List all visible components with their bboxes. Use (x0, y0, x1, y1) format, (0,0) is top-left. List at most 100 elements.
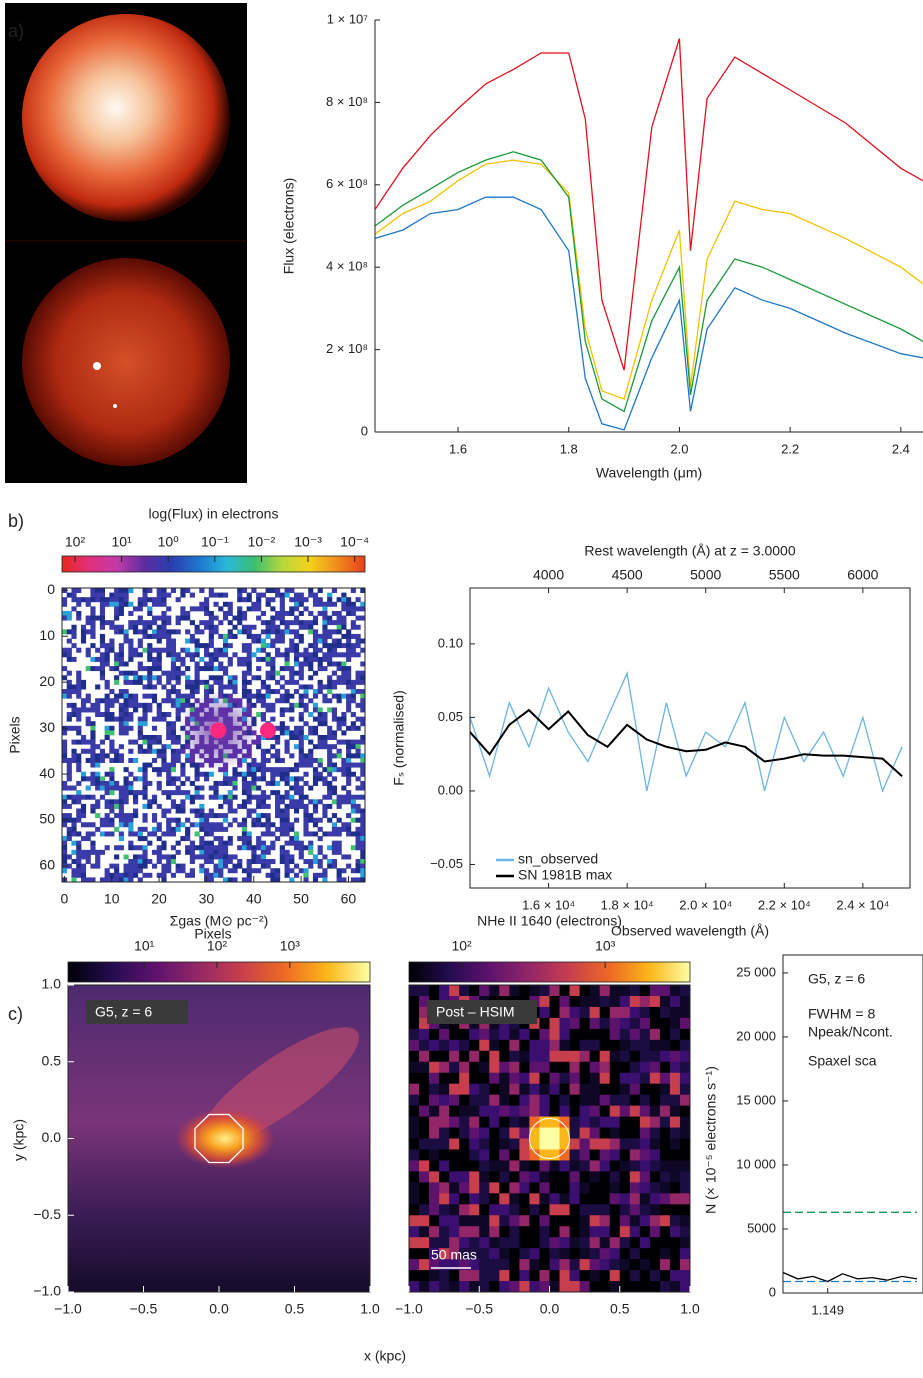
heatmap-cell (275, 771, 281, 777)
heatmap-cell (218, 661, 224, 667)
heatmap-cell (99, 831, 106, 837)
heatmap-cell (569, 995, 581, 1008)
heatmap-cell (312, 730, 319, 736)
heatmap-cell (293, 592, 300, 598)
heatmap-cell (260, 629, 266, 635)
heatmap-cell (331, 684, 337, 690)
heatmap-cell (298, 716, 304, 722)
heatmap-cell (579, 1171, 591, 1183)
heatmap-cell (599, 1127, 611, 1139)
heatmap-cell (265, 620, 271, 626)
heatmap-cell (293, 872, 300, 878)
heatmap-cell (62, 859, 68, 865)
heatmap-cell (439, 1193, 450, 1205)
heatmap-cell (679, 1215, 691, 1227)
heatmap-cell (303, 721, 309, 727)
heatmap-cell (629, 1050, 641, 1063)
heatmap-cell (180, 822, 186, 828)
heatmap-cell (114, 679, 120, 685)
heatmap-cell (170, 661, 177, 667)
heatmap-cell (439, 1171, 450, 1183)
heatmap-cell (649, 1215, 661, 1227)
x-axis-label: Wavelength (μm) (596, 465, 702, 481)
heatmap-cell (246, 689, 252, 695)
x-axis-label: Pixels (194, 926, 231, 942)
y-tick-label: 0.0 (42, 1129, 62, 1145)
heatmap-cell (142, 762, 148, 768)
heatmap-cell (569, 1105, 581, 1117)
heatmap-cell (95, 707, 101, 713)
heatmap-cell (80, 849, 87, 855)
heatmap-cell (350, 643, 356, 649)
heatmap-cell (175, 748, 181, 754)
heatmap-cell (289, 702, 295, 708)
heatmap-cell (336, 868, 342, 874)
heatmap-cell (151, 601, 158, 607)
heatmap-cell (222, 854, 229, 860)
y-tick-label: 0 (361, 423, 368, 438)
heatmap-cell (303, 656, 309, 662)
heatmap-cell (99, 739, 106, 745)
heatmap-cell (85, 794, 91, 800)
heatmap-cell (341, 601, 347, 607)
heatmap-cell (589, 1072, 601, 1085)
heatmap-cell (71, 849, 77, 855)
heatmap-cell (317, 588, 323, 593)
heatmap-cell (469, 1160, 480, 1172)
heatmap-cell (104, 790, 110, 796)
x-tick-label: 20 (151, 891, 167, 907)
heatmap-cell (166, 859, 172, 865)
heatmap-cell (341, 794, 347, 800)
heatmap-cell (76, 670, 82, 676)
heatmap-cell (170, 753, 177, 759)
heatmap-cell (341, 620, 347, 626)
heatmap-cell (123, 817, 129, 823)
heatmap-cell (256, 840, 262, 846)
heatmap-cell (213, 656, 219, 662)
heatmap-cell (327, 780, 333, 786)
heatmap-cell (327, 656, 333, 662)
heatmap-cell (166, 592, 172, 598)
heatmap-cell (104, 679, 110, 685)
heatmap-cell (649, 1072, 661, 1085)
heatmap-cell (669, 985, 681, 997)
heatmap-cell (156, 849, 162, 855)
heatmap-cell (293, 863, 300, 869)
heatmap-cell (293, 744, 300, 750)
heatmap-cell (76, 753, 82, 759)
heatmap-cell (322, 620, 328, 626)
heatmap-cell (312, 877, 319, 883)
heatmap-cell (189, 868, 195, 874)
heatmap-cell (360, 675, 366, 681)
heatmap-cell (589, 1149, 601, 1161)
heatmap-cell (180, 661, 186, 667)
heatmap-cell (246, 652, 252, 658)
heatmap-cell (279, 767, 285, 773)
heatmap-cell (151, 698, 158, 704)
heatmap-cell (298, 620, 304, 626)
heatmap-cell (170, 656, 177, 662)
heatmap-cell (133, 675, 139, 681)
heatmap-cell (170, 762, 177, 768)
heatmap-cell (549, 1072, 560, 1085)
heatmap-cell (649, 1094, 661, 1107)
heatmap-cell (331, 813, 337, 819)
heatmap-cell (194, 794, 200, 800)
heatmap-cell (429, 1160, 440, 1172)
heatmap-cell (118, 610, 124, 616)
heatmap-cell (213, 615, 219, 621)
heatmap-cell (194, 808, 200, 814)
heatmap-cell (303, 762, 309, 768)
heatmap-cell (549, 985, 560, 997)
heatmap-cell (317, 817, 323, 823)
heatmap-cell (147, 597, 153, 603)
heatmap-cell (331, 785, 337, 791)
heatmap-cell (289, 776, 295, 782)
heatmap-cell (104, 698, 110, 704)
heatmap-cell (619, 1072, 631, 1085)
heatmap-cell (137, 620, 143, 626)
heatmap-cell (303, 822, 309, 828)
heatmap-cell (123, 670, 129, 676)
heatmap-cell (270, 620, 276, 626)
